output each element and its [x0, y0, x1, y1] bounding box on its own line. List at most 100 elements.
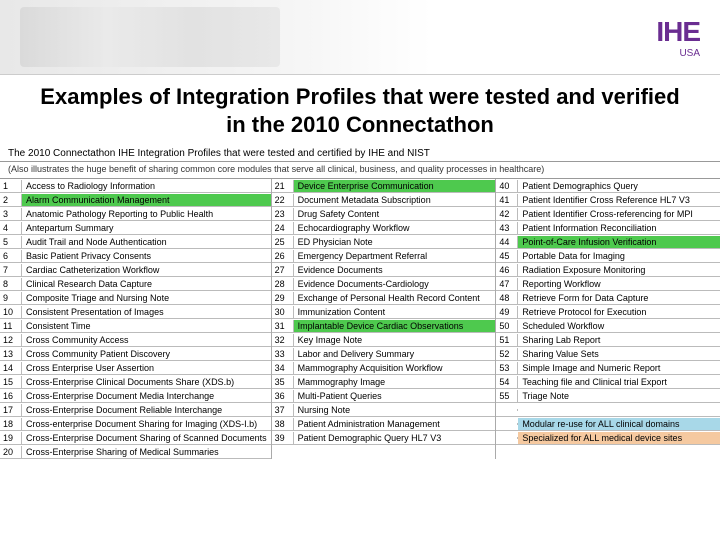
row-number: 53 — [496, 362, 518, 374]
table-row: 32Key Image Note — [272, 333, 496, 347]
row-number: 23 — [272, 208, 294, 220]
row-label: Cross-Enterprise Sharing of Medical Summ… — [22, 446, 271, 458]
people-image-placeholder — [20, 7, 280, 67]
row-number: 48 — [496, 292, 518, 304]
table-row: 26Emergency Department Referral — [272, 249, 496, 263]
row-label: Cross Community Access — [22, 334, 271, 346]
table-header: The 2010 Connectathon IHE Integration Pr… — [0, 146, 720, 162]
table-row: 33Labor and Delivery Summary — [272, 347, 496, 361]
row-label: Retrieve Form for Data Capture — [518, 292, 720, 304]
table-row: 25ED Physician Note — [272, 235, 496, 249]
table-row: 45Portable Data for Imaging — [496, 249, 720, 263]
row-number: 38 — [272, 418, 294, 430]
row-number: 29 — [272, 292, 294, 304]
row-number: 17 — [0, 404, 22, 416]
row-number: 26 — [272, 250, 294, 262]
row-label: Antepartum Summary — [22, 222, 271, 234]
row-label: Retrieve Protocol for Execution — [518, 306, 720, 318]
row-label: Triage Note — [518, 390, 720, 402]
row-label: Access to Radiology Information — [22, 180, 271, 192]
row-label: Cross-Enterprise Document Media Intercha… — [22, 390, 271, 402]
row-label: Multi-Patient Queries — [294, 390, 496, 402]
row-number: 25 — [272, 236, 294, 248]
column-1: 1Access to Radiology Information2Alarm C… — [0, 179, 272, 459]
row-number: 55 — [496, 390, 518, 402]
row-label: Sharing Value Sets — [518, 348, 720, 360]
row-number: 1 — [0, 180, 22, 192]
table-row: 19Cross-Enterprise Document Sharing of S… — [0, 431, 271, 445]
row-number: 10 — [0, 306, 22, 318]
table-row: 47Reporting Workflow — [496, 277, 720, 291]
row-number: 20 — [0, 446, 22, 458]
table-row: 24Echocardiography Workflow — [272, 221, 496, 235]
row-label: ED Physician Note — [294, 236, 496, 248]
table-row: 23Drug Safety Content — [272, 207, 496, 221]
table-row: 43Patient Information Reconciliation — [496, 221, 720, 235]
table-row: 41Patient Identifier Cross Reference HL7… — [496, 193, 720, 207]
row-label: Clinical Research Data Capture — [22, 278, 271, 290]
row-label: Point-of-Care Infusion Verification — [518, 236, 720, 248]
row-number: 47 — [496, 278, 518, 290]
row-number: 43 — [496, 222, 518, 234]
slide-title: Examples of Integration Profiles that we… — [0, 75, 720, 146]
logo-main: IHE — [656, 16, 700, 48]
row-label: Patient Identifier Cross Reference HL7 V… — [518, 194, 720, 206]
table-row: 29Exchange of Personal Health Record Con… — [272, 291, 496, 305]
row-label: Consistent Time — [22, 320, 271, 332]
table-row: 27Evidence Documents — [272, 263, 496, 277]
row-label: Consistent Presentation of Images — [22, 306, 271, 318]
table-row: 10Consistent Presentation of Images — [0, 305, 271, 319]
row-label: Reporting Workflow — [518, 278, 720, 290]
row-label: Scheduled Workflow — [518, 320, 720, 332]
table-row: 3Anatomic Pathology Reporting to Public … — [0, 207, 271, 221]
row-label: Patient Identifier Cross-referencing for… — [518, 208, 720, 220]
table-row: 31Implantable Device Cardiac Observation… — [272, 319, 496, 333]
row-number: 7 — [0, 264, 22, 276]
table-row: 2Alarm Communication Management — [0, 193, 271, 207]
table-row: 15Cross-Enterprise Clinical Documents Sh… — [0, 375, 271, 389]
row-number: 36 — [272, 390, 294, 402]
row-number: 44 — [496, 236, 518, 248]
row-number: 46 — [496, 264, 518, 276]
table-row: 1Access to Radiology Information — [0, 179, 271, 193]
row-number: 49 — [496, 306, 518, 318]
row-number: 8 — [0, 278, 22, 290]
row-number: 6 — [0, 250, 22, 262]
row-number: 41 — [496, 194, 518, 206]
row-label: Teaching file and Clinical trial Export — [518, 376, 720, 388]
table-row: 51Sharing Lab Report — [496, 333, 720, 347]
profiles-columns: 1Access to Radiology Information2Alarm C… — [0, 179, 720, 459]
table-row: 16Cross-Enterprise Document Media Interc… — [0, 389, 271, 403]
table-row: 7Cardiac Catheterization Workflow — [0, 263, 271, 277]
row-label: Cross-Enterprise Document Sharing of Sca… — [22, 432, 271, 444]
row-label: Implantable Device Cardiac Observations — [294, 320, 496, 332]
row-number: 12 — [0, 334, 22, 346]
table-row: 48Retrieve Form for Data Capture — [496, 291, 720, 305]
row-label: Alarm Communication Management — [22, 194, 271, 206]
row-label: Patient Information Reconciliation — [518, 222, 720, 234]
row-label: Sharing Lab Report — [518, 334, 720, 346]
table-row: 20Cross-Enterprise Sharing of Medical Su… — [0, 445, 271, 459]
row-number: 9 — [0, 292, 22, 304]
table-row: 30Immunization Content — [272, 305, 496, 319]
row-number: 3 — [0, 208, 22, 220]
table-row: 5Audit Trail and Node Authentication — [0, 235, 271, 249]
row-number: 45 — [496, 250, 518, 262]
table-row: 34Mammography Acquisition Workflow — [272, 361, 496, 375]
row-label: Mammography Image — [294, 376, 496, 388]
row-number: 11 — [0, 320, 22, 332]
row-number: 52 — [496, 348, 518, 360]
table-row: 18Cross-enterprise Document Sharing for … — [0, 417, 271, 431]
row-label: Radiation Exposure Monitoring — [518, 264, 720, 276]
row-number: 14 — [0, 362, 22, 374]
table-row: 12Cross Community Access — [0, 333, 271, 347]
row-label: Evidence Documents — [294, 264, 496, 276]
table-row: 8Clinical Research Data Capture — [0, 277, 271, 291]
row-label: Cross-Enterprise Clinical Documents Shar… — [22, 376, 271, 388]
row-label: Cross Community Patient Discovery — [22, 348, 271, 360]
ihe-logo: IHE USA — [656, 16, 700, 59]
table-row: 22Document Metadata Subscription — [272, 193, 496, 207]
table-row: 49Retrieve Protocol for Execution — [496, 305, 720, 319]
row-label: Audit Trail and Node Authentication — [22, 236, 271, 248]
row-label: Patient Administration Management — [294, 418, 496, 430]
